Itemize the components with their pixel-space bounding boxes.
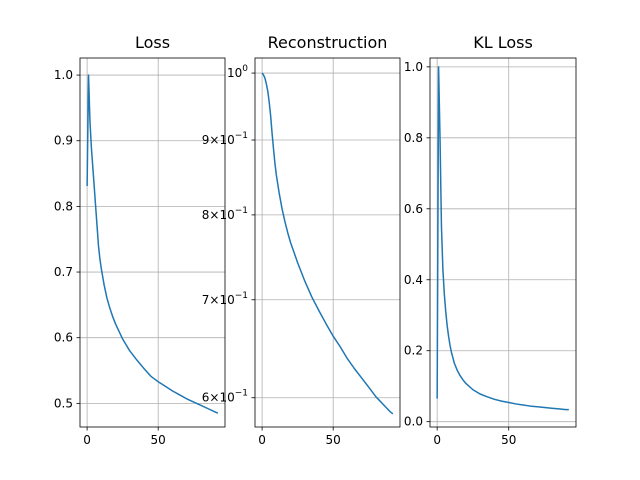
loss-y-tick-label: 0.7	[54, 265, 73, 279]
reconstruction-y-tick-label: 7×10−1	[202, 291, 248, 307]
loss-x-tick-label: 50	[151, 433, 166, 447]
reconstruction-y-tick-label: 8×10−1	[202, 206, 248, 222]
kl-loss-y-tick-label: 0.0	[404, 415, 423, 429]
kl-loss-y-tick-label: 0.6	[404, 202, 423, 216]
kl-loss-subplot: KL Loss 0 50 0.0 0.2 0.4 0.6 0.8 1.0	[404, 33, 577, 447]
kl-loss-x-tick-label: 50	[501, 433, 516, 447]
reconstruction-title: Reconstruction	[268, 33, 388, 52]
loss-x-tick-label: 0	[83, 433, 91, 447]
reconstruction-axes-frame	[254, 57, 401, 428]
kl-loss-y-tick-label: 1.0	[404, 60, 423, 74]
loss-y-tick-label: 0.6	[54, 331, 73, 345]
loss-y-tick-label: 0.5	[54, 396, 73, 410]
reconstruction-x-tick-label: 50	[326, 433, 341, 447]
loss-axes-frame	[79, 57, 226, 428]
kl-loss-y-tick-label: 0.8	[404, 131, 423, 145]
reconstruction-series-line	[261, 72, 394, 415]
reconstruction-y-tick-label: 100	[227, 64, 248, 80]
loss-y-tick-label: 0.8	[54, 199, 73, 213]
reconstruction-y-tick-label: 6×10−1	[202, 389, 248, 405]
reconstruction-gridlines	[255, 58, 400, 427]
loss-y-tick-label: 1.0	[54, 68, 73, 82]
kl-loss-y-tick-label: 0.4	[404, 273, 423, 287]
reconstruction-x-tick-label: 0	[258, 433, 266, 447]
loss-subplot: Loss 0 50 0.5 0.6 0.7 0.8 0.9 1.0	[54, 33, 226, 447]
kl-loss-gridlines	[430, 58, 576, 427]
loss-series-line	[86, 74, 219, 414]
kl-loss-x-tick-label: 0	[433, 433, 441, 447]
kl-loss-axes-frame	[429, 57, 577, 428]
kl-loss-series-line	[436, 66, 569, 411]
reconstruction-y-tick-label: 9×10−1	[202, 131, 248, 147]
loss-gridlines	[80, 58, 225, 427]
kl-loss-y-tick-label: 0.2	[404, 344, 423, 358]
loss-title: Loss	[135, 33, 170, 52]
reconstruction-subplot: Reconstruction 0 50 6×10−1 7×10−1 8×10−1 9×10…	[202, 33, 401, 447]
loss-y-tick-label: 0.9	[54, 134, 73, 148]
kl-loss-title: KL Loss	[473, 33, 533, 52]
